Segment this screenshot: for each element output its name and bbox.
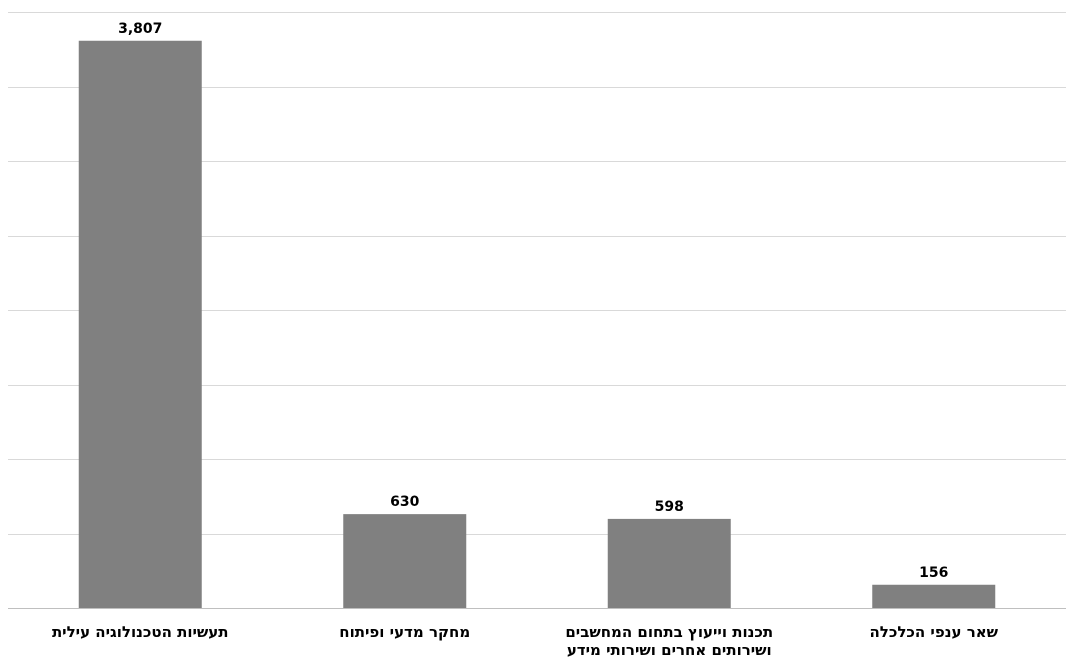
category-label: תכנות וייעוץ בתחום המחשבים bbox=[565, 623, 773, 641]
data-label: 3,807 bbox=[118, 21, 162, 37]
category-label: תעשיות הטכנולוגיה עילית bbox=[52, 623, 229, 641]
data-label: 630 bbox=[390, 494, 419, 510]
bar bbox=[872, 584, 996, 608]
bar bbox=[343, 514, 467, 608]
data-label: 156 bbox=[919, 565, 948, 581]
data-label: 598 bbox=[655, 499, 684, 515]
category-label: ושירותים אחרים ושירותי מידע bbox=[567, 641, 772, 659]
bar bbox=[607, 518, 731, 608]
bar bbox=[78, 40, 202, 608]
category-label: שאר ענפי הכלכלה bbox=[869, 623, 998, 641]
category-label: מחקר מדעי ופיתוח bbox=[339, 623, 470, 641]
